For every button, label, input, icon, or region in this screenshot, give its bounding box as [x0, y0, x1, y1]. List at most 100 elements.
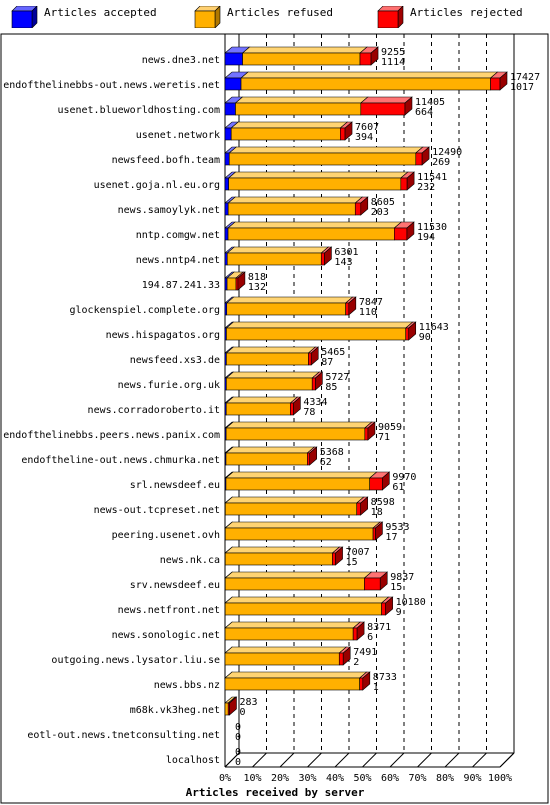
- bar-side: [367, 421, 376, 441]
- bar-refused: [242, 52, 361, 66]
- accepted-value-label: 0: [239, 707, 245, 718]
- bar-refused: [225, 477, 371, 491]
- bar-refused: [226, 252, 322, 266]
- bar-rejected: [405, 327, 410, 341]
- bar-refused: [228, 177, 402, 191]
- category-label: news.hispagatos.org: [106, 330, 220, 341]
- bar-rejected: [360, 102, 406, 116]
- bar-refused-top: [224, 521, 381, 529]
- bar-refused: [224, 577, 365, 591]
- bar-side: [324, 246, 332, 266]
- bar-refused: [226, 352, 309, 366]
- accepted-value-label: 61: [392, 482, 404, 493]
- bar-refused-top: [225, 396, 299, 404]
- x-axis-title: Articles received by server: [185, 786, 365, 799]
- total-value-label: 7847: [359, 297, 383, 308]
- total-value-label: 0: [235, 747, 241, 758]
- total-value-label: 8733: [373, 672, 397, 683]
- bar-refused: [226, 277, 237, 291]
- bar-refused-top: [226, 246, 330, 254]
- bar-side: [229, 696, 237, 716]
- legend-rejected-label: Articles rejected: [410, 6, 523, 19]
- bar-side: [406, 221, 415, 241]
- bar-refused-top: [225, 446, 316, 454]
- category-label: newsfeed.bofh.team: [112, 155, 220, 166]
- total-value-label: 17427: [510, 72, 540, 83]
- bar-accepted: [224, 127, 232, 141]
- accepted-value-label: 2: [353, 657, 359, 668]
- accepted-value-label: 143: [334, 257, 352, 268]
- bar-accepted: [224, 52, 243, 66]
- bar-side: [406, 171, 415, 191]
- bar-side: [342, 646, 351, 666]
- total-value-label: 11530: [417, 222, 447, 233]
- bars: [224, 46, 508, 716]
- bar-refused-top: [224, 496, 365, 504]
- bar-refused-top: [227, 221, 403, 229]
- bar-side: [360, 196, 369, 216]
- bar-side: [404, 96, 413, 116]
- bar-rejected: [332, 552, 336, 566]
- accepted-value-label: 90: [419, 332, 431, 343]
- bar-side: [335, 546, 343, 566]
- bar-refused-top: [234, 96, 369, 104]
- total-value-label: 7607: [355, 122, 379, 133]
- bar-side: [370, 46, 379, 66]
- bar-refused: [226, 302, 346, 316]
- x-tick-label: 60%: [381, 773, 399, 784]
- floor-tick-1: [252, 752, 267, 768]
- bar-side: [348, 296, 357, 316]
- accepted-value-label: 664: [415, 107, 433, 118]
- bar-refused: [224, 652, 340, 666]
- floor-tick-9: [472, 752, 487, 768]
- x-tick-label: 90%: [463, 773, 481, 784]
- bar-refused-top: [224, 546, 341, 554]
- total-value-label: 283: [239, 697, 257, 708]
- category-label: news.dne3.net: [142, 55, 220, 66]
- total-value-label: 5368: [320, 447, 344, 458]
- accepted-value-label: 15: [346, 557, 358, 568]
- category-label: news-out.tcpreset.net: [94, 505, 220, 516]
- category-label: eotl-out.news.tnetconsulting.net: [27, 730, 220, 741]
- bar-rejected: [338, 652, 344, 666]
- total-value-label: 7007: [346, 547, 370, 558]
- accepted-value-label: 1114: [381, 57, 405, 68]
- total-value-label: 11405: [415, 97, 445, 108]
- bar-side: [344, 121, 353, 141]
- accepted-value-label: 1017: [510, 82, 534, 93]
- bar-accepted: [224, 177, 229, 191]
- total-value-label: 8605: [371, 197, 395, 208]
- total-value-label: 11643: [419, 322, 449, 333]
- accepted-value-label: 1: [373, 682, 379, 693]
- category-label: news.furie.org.uk: [118, 380, 220, 391]
- accepted-value-label: 110: [359, 307, 377, 318]
- accepted-value-label: 394: [355, 132, 373, 143]
- bar-rejected: [369, 477, 383, 491]
- bar-refused: [235, 102, 362, 116]
- total-value-label: 6301: [334, 247, 358, 258]
- chart-frame: [0, 33, 549, 804]
- bar-accepted: [224, 277, 228, 291]
- category-label: newsfeed.xs3.de: [130, 355, 220, 366]
- legend-accepted-swatch: [8, 5, 38, 29]
- accepted-value-label: 62: [320, 457, 332, 468]
- bar-rejected: [307, 452, 311, 466]
- legend-rejected-swatch: [374, 5, 404, 29]
- total-value-label: 8598: [371, 497, 395, 508]
- bar-refused-top: [241, 46, 368, 54]
- x-tick-label: 30%: [298, 773, 316, 784]
- total-value-label: 5727: [325, 372, 349, 383]
- category-labels: news.dne3.net endofthelinebbs-out.news.we…: [3, 55, 220, 766]
- bar-refused: [227, 227, 395, 241]
- bar-refused-top: [225, 421, 373, 429]
- bar-side: [375, 521, 383, 541]
- category-label: srv.newsdeef.eu: [130, 580, 220, 591]
- x-tick-label: 10%: [243, 773, 261, 784]
- x-tick-label: 20%: [271, 773, 289, 784]
- bar-refused-top: [224, 621, 361, 629]
- bar-refused: [224, 527, 374, 541]
- bar-refused: [224, 552, 333, 566]
- category-label: news.samoylyk.net: [118, 205, 220, 216]
- accepted-value-label: 269: [432, 157, 450, 168]
